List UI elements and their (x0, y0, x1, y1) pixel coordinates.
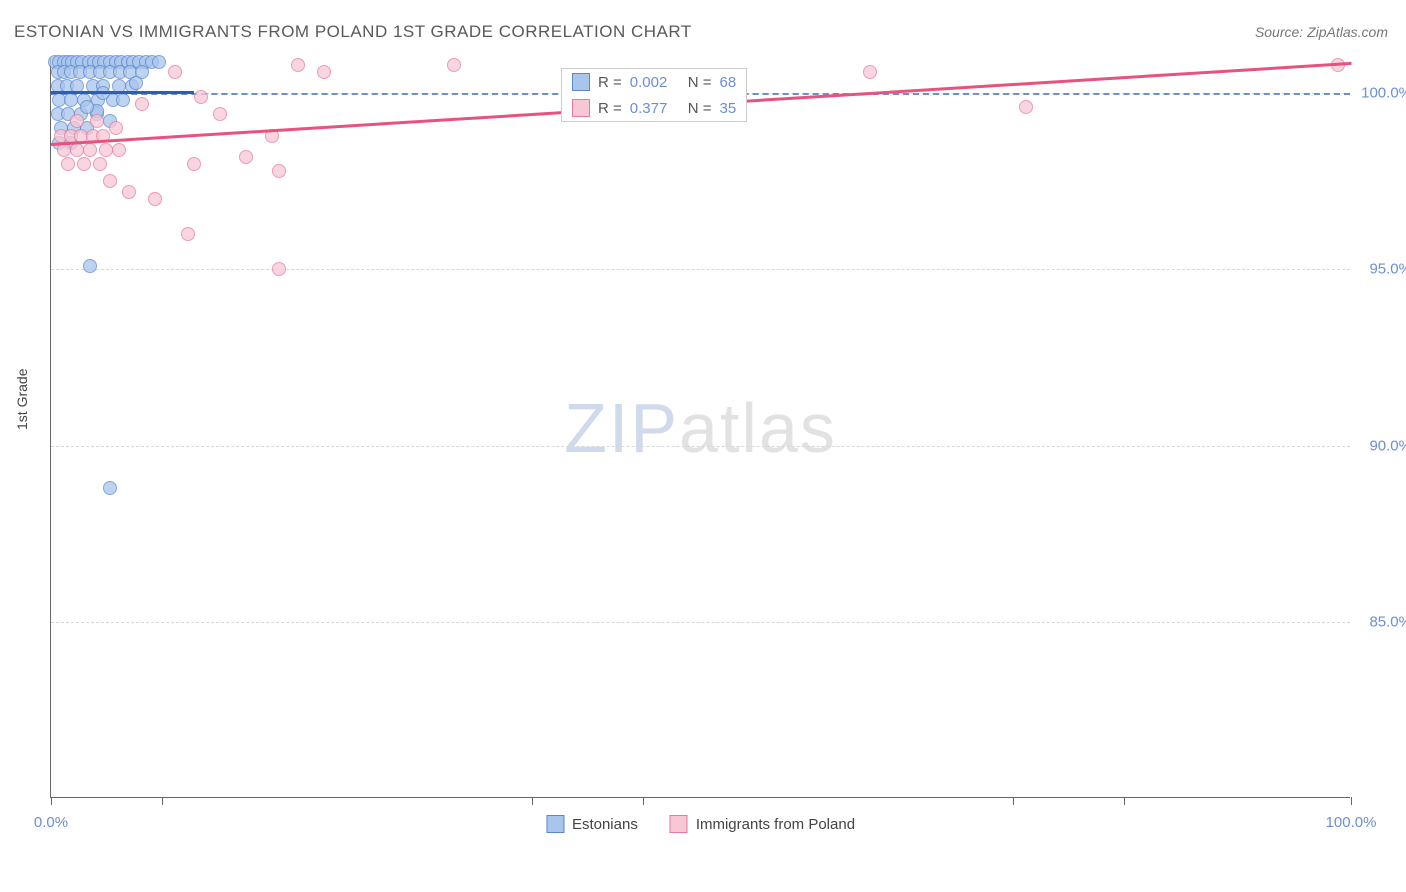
gridline-horizontal (51, 622, 1350, 623)
y-tick-label: 90.0% (1369, 437, 1406, 454)
r-label: R = (598, 100, 622, 117)
data-point (103, 481, 117, 495)
n-value: 35 (720, 100, 737, 117)
x-tick (1013, 797, 1014, 805)
x-tick (643, 797, 644, 805)
data-point (116, 93, 130, 107)
data-point (863, 65, 877, 79)
y-tick-label: 95.0% (1369, 261, 1406, 278)
x-tick (162, 797, 163, 805)
plot-area: ZIPatlas 85.0%90.0%95.0%100.0%0.0%100.0%… (50, 58, 1350, 798)
n-value: 68 (720, 74, 737, 91)
data-point (70, 114, 84, 128)
data-point (135, 97, 149, 111)
data-point (109, 121, 123, 135)
data-point (168, 65, 182, 79)
x-tick (1124, 797, 1125, 805)
data-point (447, 58, 461, 72)
data-point (99, 143, 113, 157)
gridline-horizontal (51, 269, 1350, 270)
source-attribution: Source: ZipAtlas.com (1255, 24, 1388, 40)
x-tick (532, 797, 533, 805)
data-point (83, 259, 97, 273)
y-axis-label: 1st Grade (14, 369, 30, 430)
legend-label: Immigrants from Poland (696, 816, 855, 833)
data-point (148, 192, 162, 206)
data-point (83, 143, 97, 157)
chart-title: ESTONIAN VS IMMIGRANTS FROM POLAND 1ST G… (14, 22, 692, 42)
data-point (90, 114, 104, 128)
data-point (1019, 100, 1033, 114)
data-point (239, 150, 253, 164)
series-swatch (572, 73, 590, 91)
legend-item: Estonians (546, 815, 638, 833)
watermark: ZIPatlas (564, 388, 837, 468)
stats-row: R = 0.002 N = 68 (562, 69, 746, 95)
data-point (213, 107, 227, 121)
data-point (77, 157, 91, 171)
data-point (181, 227, 195, 241)
data-point (272, 164, 286, 178)
stats-row: R = 0.377 N = 35 (562, 95, 746, 121)
legend: Estonians Immigrants from Poland (546, 815, 855, 833)
y-tick-label: 85.0% (1369, 613, 1406, 630)
x-tick-label: 0.0% (34, 814, 68, 831)
data-point (152, 55, 166, 69)
data-point (291, 58, 305, 72)
data-point (129, 76, 143, 90)
r-label: R = (598, 74, 622, 91)
data-point (194, 90, 208, 104)
y-tick-label: 100.0% (1361, 85, 1406, 102)
gridline-horizontal (51, 446, 1350, 447)
legend-item: Immigrants from Poland (670, 815, 855, 833)
legend-label: Estonians (572, 816, 638, 833)
data-point (61, 157, 75, 171)
data-point (272, 262, 286, 276)
data-point (112, 143, 126, 157)
data-point (70, 143, 84, 157)
x-tick-label: 100.0% (1326, 814, 1377, 831)
data-point (93, 157, 107, 171)
watermark-atlas: atlas (679, 389, 837, 467)
watermark-zip: ZIP (564, 389, 679, 467)
trend-line (51, 91, 194, 94)
data-point (64, 93, 78, 107)
legend-swatch (670, 815, 688, 833)
x-tick (1351, 797, 1352, 805)
r-value: 0.377 (630, 100, 680, 117)
legend-swatch (546, 815, 564, 833)
data-point (122, 185, 136, 199)
x-tick (51, 797, 52, 805)
data-point (317, 65, 331, 79)
stats-box: R = 0.002 N = 68 R = 0.377 N = 35 (561, 68, 747, 122)
r-value: 0.002 (630, 74, 680, 91)
data-point (103, 174, 117, 188)
n-label: N = (688, 100, 712, 117)
n-label: N = (688, 74, 712, 91)
data-point (187, 157, 201, 171)
series-swatch (572, 99, 590, 117)
data-point (80, 100, 94, 114)
